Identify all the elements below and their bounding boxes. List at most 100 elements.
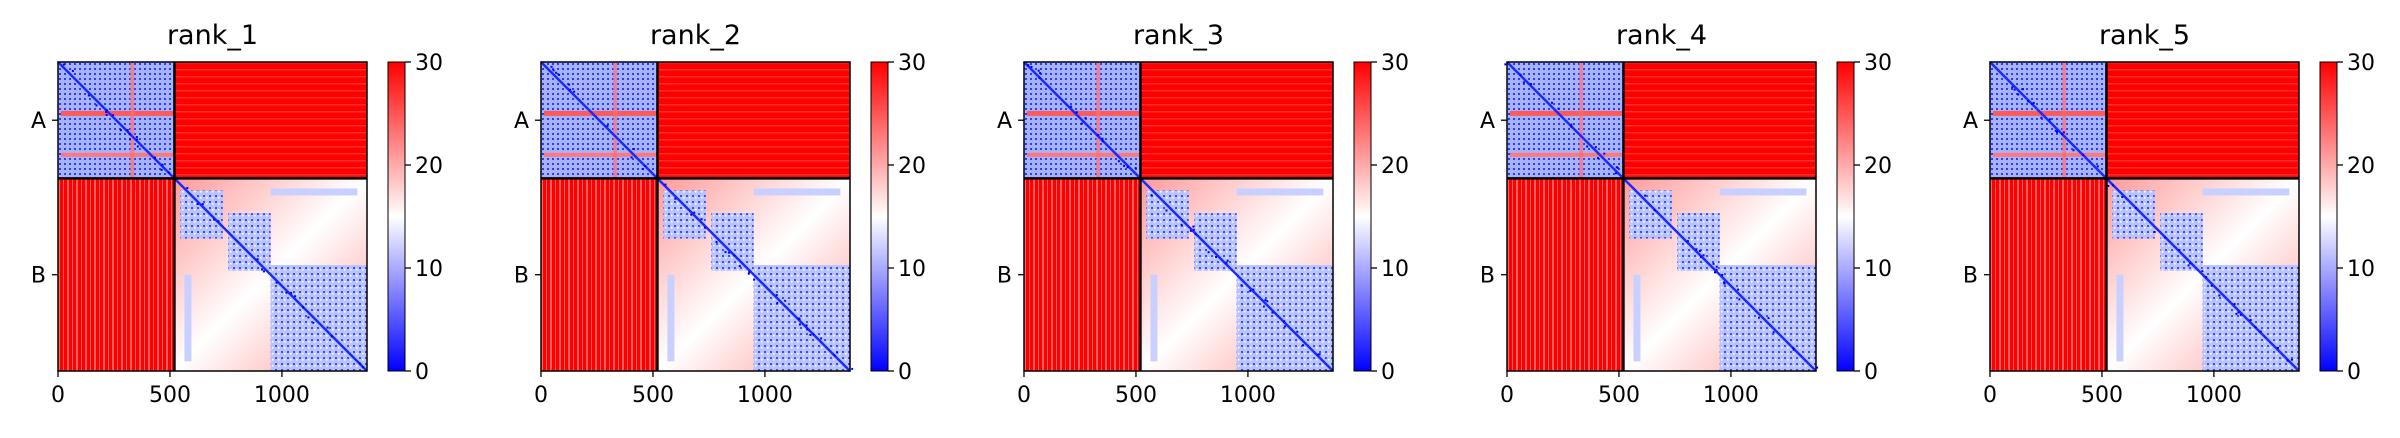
diagonal-speckle [1252, 288, 1255, 291]
block-BB-band [1150, 274, 1158, 362]
diagonal-speckle [2237, 311, 2240, 314]
block-AA-band [1579, 62, 1584, 179]
diagonal [1506, 61, 1817, 372]
block-BA-texture [58, 178, 175, 371]
diagonal-speckle [1030, 65, 1033, 68]
diagonal-speckle [1653, 209, 1656, 212]
colorbar-tick-label: 20 [2347, 154, 2375, 179]
diagonal-speckle [1644, 194, 1647, 197]
diagonal-speckle [1101, 140, 1104, 143]
diagonal-speckle [1117, 160, 1120, 163]
block-BA-texture [1024, 178, 1141, 371]
diagonal-speckle [1225, 261, 1228, 264]
diagonal-speckle [1101, 137, 1104, 140]
heatmap-panel: rank_2 A B 0 500 1000 0 10 20 30 [514, 20, 926, 408]
diagonal-speckle [153, 156, 156, 159]
diagonal-speckle [1723, 282, 1726, 285]
diagonal-speckle [704, 226, 707, 229]
diagonal-speckle [2027, 100, 2030, 103]
diagonal-speckle [168, 171, 171, 174]
block-BB-domain [2112, 190, 2155, 239]
block-AA-band [1510, 110, 1624, 116]
diagonal-speckle [1737, 288, 1740, 291]
heatmap-panel: rank_3 A B 0 500 1000 0 10 20 30 [997, 20, 1409, 408]
diagonal-speckle [1084, 117, 1087, 120]
diagonal-speckle [112, 114, 115, 117]
diagonal-speckle [2254, 326, 2257, 329]
diagonal-speckle [2107, 184, 2110, 187]
panel-title: rank_3 [1133, 20, 1224, 51]
diagonal-speckle [275, 281, 278, 284]
diagonal-speckle [359, 362, 362, 365]
block-BB-domain [1677, 213, 1720, 271]
diagonal-speckle [644, 164, 647, 167]
diagonal-speckle [262, 270, 265, 273]
diagonal-speckle [1240, 284, 1243, 287]
diagonal-speckle [213, 218, 216, 221]
colorbar-frame [1836, 61, 1855, 372]
colorbar-tick-label: 0 [1381, 360, 1395, 385]
diagonal-speckle [1767, 317, 1770, 320]
diagonal-speckle [569, 88, 572, 91]
panel-title: rank_1 [167, 20, 258, 51]
diagonal-speckle [2040, 116, 2043, 119]
diagonal-speckle [632, 148, 635, 151]
diagonal-speckle [1695, 248, 1698, 251]
panel-title: rank_4 [1616, 20, 1707, 51]
block-AB-texture [174, 62, 367, 179]
block-BB-band [2202, 188, 2290, 196]
diagonal-speckle [330, 335, 333, 338]
block-AA-band [1993, 152, 2107, 157]
diagonal-speckle [1165, 209, 1168, 212]
diagonal-speckle [1772, 331, 1775, 334]
diagonal-speckle [1039, 72, 1042, 75]
diagonal-speckle [1698, 249, 1701, 252]
diagonal-speckle [2013, 88, 2016, 91]
diagonal-speckle [1686, 240, 1689, 243]
diagonal-speckle [1194, 233, 1197, 236]
diagonal-speckle [2189, 262, 2192, 265]
diagonal-speckle [2286, 359, 2289, 362]
block-AA-band [130, 62, 135, 179]
heatmap-matrix [1504, 61, 1819, 372]
diagonal-speckle [1712, 262, 1715, 265]
colorbar [2320, 62, 2337, 371]
block-AA-band [1096, 62, 1101, 179]
y-tick-label: A [514, 109, 529, 134]
colorbar [871, 62, 888, 371]
diagonal-speckle [2062, 131, 2065, 134]
diagonal-speckle [2233, 303, 2236, 306]
diagonal-speckle [2048, 118, 2051, 121]
x-tick-label: 500 [1598, 383, 1640, 408]
diagonal-speckle [2061, 133, 2064, 136]
diagonal-speckle [2056, 130, 2059, 133]
heatmap-panel: rank_5 A B 0 500 1000 0 10 20 30 [1963, 20, 2375, 408]
block-BB-band [184, 274, 192, 362]
block-AB-texture [1140, 62, 1333, 179]
diagonal-speckle [555, 71, 558, 74]
diagonal-speckle [1614, 172, 1617, 175]
diagonal-speckle [738, 265, 741, 268]
block-BA-texture [1990, 178, 2107, 371]
diagonal-speckle [664, 183, 667, 186]
y-tick-label: A [1480, 109, 1495, 134]
diagonal-speckle [361, 366, 364, 369]
diagonal-speckle [798, 323, 801, 326]
diagonal-speckle [1550, 101, 1553, 104]
block-BB-band [667, 274, 675, 362]
block-BA-texture [1507, 178, 1624, 371]
diagonal-speckle [1080, 122, 1083, 125]
diagonal-speckle [119, 129, 122, 132]
colorbar [1354, 62, 1371, 371]
diagonal-speckle [1522, 81, 1525, 84]
diagonal-speckle [196, 203, 199, 206]
diagonal-speckle [326, 326, 329, 329]
y-tick-label: B [997, 264, 1012, 289]
colorbar-tick-label: 20 [415, 154, 443, 179]
colorbar-frame [2319, 61, 2338, 372]
diagonal-speckle [1702, 254, 1705, 257]
diagonal-speckle [126, 129, 129, 132]
block-BB-band [1236, 188, 1324, 196]
axes-frame [540, 61, 851, 372]
